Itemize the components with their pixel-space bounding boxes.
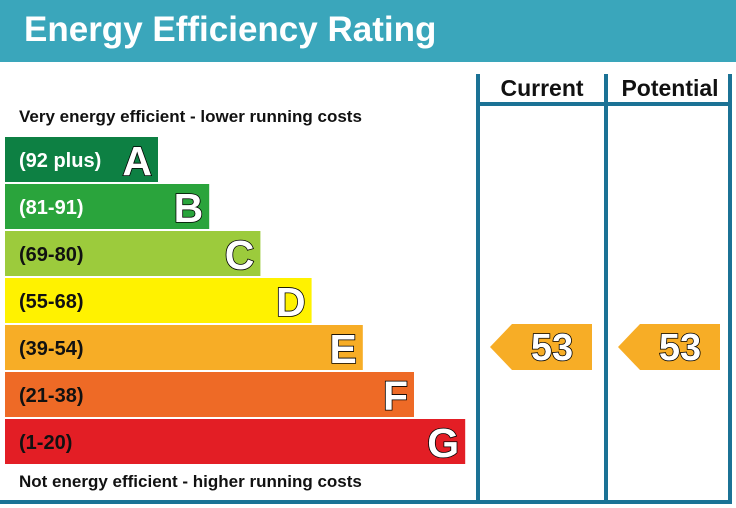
potential-column-header: Potential [621, 75, 719, 101]
band-c-bar [5, 231, 261, 276]
band-c-letter: C [225, 232, 255, 278]
current-column-left-border [476, 74, 480, 500]
band-d-bar [5, 278, 312, 323]
band-g-bar [5, 419, 466, 464]
band-e-bar [5, 325, 363, 370]
band-b-bar [5, 184, 210, 229]
band-e-range: (39-54) [19, 338, 83, 360]
band-f-letter: F [383, 373, 408, 419]
efficient-note: Very energy efficient - lower running co… [19, 107, 362, 126]
header-bar: Energy Efficiency Rating [0, 0, 736, 62]
current-arrow [490, 324, 592, 370]
band-c-range: (69-80) [19, 244, 83, 266]
column-divider [604, 74, 608, 500]
band-a-letter: A [122, 138, 152, 184]
potential-column-right-border [728, 74, 732, 500]
inefficient-note: Not energy efficient - higher running co… [19, 472, 362, 491]
potential-arrow [618, 324, 720, 370]
current-column-header: Current [500, 75, 584, 101]
band-d-range: (55-68) [19, 291, 83, 313]
band-f-bar [5, 372, 414, 417]
chart-bottom-rule [0, 500, 732, 504]
band-a-range: (92 plus) [19, 150, 101, 172]
band-g-range: (1-20) [19, 432, 72, 454]
band-b-range: (81-91) [19, 197, 83, 219]
column-header-rule [476, 102, 732, 106]
band-g-letter: G [427, 420, 459, 466]
current-rating-value: 53 [531, 327, 573, 369]
band-b-letter: B [174, 185, 204, 231]
page-title: Energy Efficiency Rating [24, 10, 437, 49]
band-a-bar [5, 137, 158, 182]
band-f-range: (21-38) [19, 385, 83, 407]
potential-rating-value: 53 [659, 327, 701, 369]
band-e-letter: E [329, 326, 356, 372]
band-d-letter: D [276, 279, 306, 325]
